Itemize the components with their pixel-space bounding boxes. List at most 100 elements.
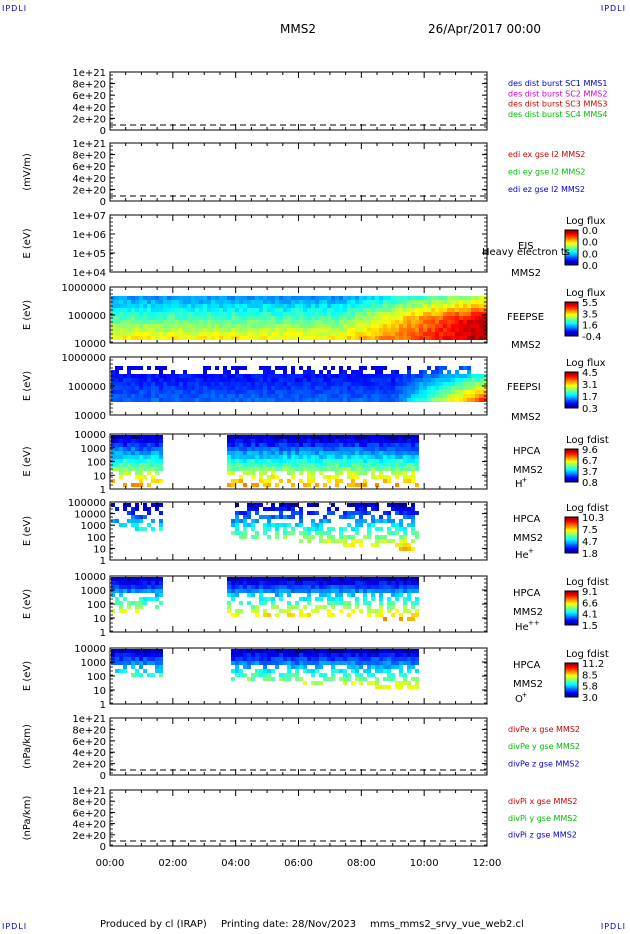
heatmap-cell — [279, 336, 283, 340]
heatmap-cell — [359, 300, 363, 304]
heatmap-cell — [387, 511, 391, 515]
heatmap-cell — [407, 328, 411, 332]
heatmap-cell — [331, 390, 335, 394]
heatmap-cell — [267, 320, 271, 324]
heatmap-cell — [203, 332, 207, 336]
heatmap-cell — [415, 653, 419, 657]
heatmap-cell — [367, 455, 371, 459]
heatmap-cell — [147, 471, 151, 475]
heatmap-cell — [311, 523, 315, 527]
heatmap-cell — [383, 328, 387, 332]
heatmap-cell — [247, 435, 251, 439]
heatmap-cell — [423, 332, 427, 336]
heatmap-cell — [379, 386, 383, 390]
heatmap-cell — [323, 673, 327, 677]
heatmap-cell — [347, 447, 351, 451]
heatmap-cell — [351, 394, 355, 398]
heatmap-cell — [231, 324, 235, 328]
heatmap-cell — [183, 300, 187, 304]
heatmap-cell — [323, 386, 327, 390]
heatmap-cell — [323, 398, 327, 402]
heatmap-cell — [259, 296, 263, 300]
heatmap-cell — [219, 394, 223, 398]
heatmap-cell — [119, 669, 123, 673]
heatmap-cell — [131, 312, 135, 316]
heatmap-cell — [379, 394, 383, 398]
heatmap-cell — [339, 515, 343, 519]
heatmap-cell — [479, 300, 483, 304]
heatmap-cell — [267, 300, 271, 304]
heatmap-cell — [119, 605, 123, 609]
heatmap-cell — [183, 378, 187, 382]
heatmap-cell — [135, 483, 139, 487]
heatmap-cell — [263, 316, 267, 320]
heatmap-cell — [243, 467, 247, 471]
heatmap-cell — [403, 681, 407, 685]
heatmap-cell — [267, 324, 271, 328]
heatmap-cell — [259, 467, 263, 471]
heatmap-cell — [227, 593, 231, 597]
heatmap-cell — [343, 398, 347, 402]
heatmap-cell — [291, 511, 295, 515]
heatmap-cell — [139, 308, 143, 312]
heatmap-cell — [231, 382, 235, 386]
heatmap-cell — [263, 467, 267, 471]
heatmap-cell — [151, 378, 155, 382]
heatmap-cell — [271, 523, 275, 527]
heatmap-cell — [231, 386, 235, 390]
heatmap-cell — [235, 398, 239, 402]
heatmap-cell — [355, 296, 359, 300]
heatmap-cell — [287, 378, 291, 382]
heatmap-cell — [139, 366, 143, 370]
heatmap-cell — [383, 304, 387, 308]
heatmap-cell — [235, 503, 239, 507]
heatmap-cell — [443, 300, 447, 304]
heatmap-cell — [115, 657, 119, 661]
heatmap-cell — [291, 378, 295, 382]
heatmap-cell — [203, 312, 207, 316]
heatmap-cell — [315, 374, 319, 378]
heatmap-cell — [351, 657, 355, 661]
heatmap-cell — [403, 463, 407, 467]
heatmap-cell — [355, 304, 359, 308]
heatmap-cell — [303, 585, 307, 589]
heatmap-cell — [479, 316, 483, 320]
heatmap-cell — [259, 308, 263, 312]
heatmap-cell — [255, 577, 259, 581]
heatmap-cell — [299, 597, 303, 601]
heatmap-cell — [235, 451, 239, 455]
heatmap-cell — [359, 471, 363, 475]
heatmap-cell — [179, 324, 183, 328]
heatmap-cell — [131, 443, 135, 447]
heatmap-cell — [315, 394, 319, 398]
heatmap-cell — [407, 653, 411, 657]
heatmap-cell — [387, 519, 391, 523]
heatmap-cell — [299, 649, 303, 653]
heatmap-cell — [467, 320, 471, 324]
heatmap-cell — [239, 296, 243, 300]
heatmap-cell — [255, 673, 259, 677]
heatmap-cell — [371, 475, 375, 479]
heatmap-cell — [195, 308, 199, 312]
heatmap-cell — [303, 382, 307, 386]
y-tick-label: 0 — [100, 197, 106, 208]
heatmap-cell — [227, 374, 231, 378]
heatmap-cell — [155, 366, 159, 370]
heatmap-cell — [151, 300, 155, 304]
heatmap-cell — [427, 386, 431, 390]
panel-frame — [109, 501, 488, 561]
heatmap-cell — [195, 296, 199, 300]
heatmap-cell — [255, 483, 259, 487]
heatmap-cell — [391, 320, 395, 324]
heatmap-cell — [395, 597, 399, 601]
heatmap-cell — [315, 332, 319, 336]
heatmap-cell — [251, 443, 255, 447]
heatmap-cell — [287, 324, 291, 328]
heatmap-cell — [387, 669, 391, 673]
heatmap-cell — [295, 601, 299, 605]
heatmap-cell — [251, 328, 255, 332]
heatmap-cell — [379, 398, 383, 402]
heatmap-cell — [455, 320, 459, 324]
heatmap-cell — [439, 366, 443, 370]
heatmap-cell — [423, 328, 427, 332]
